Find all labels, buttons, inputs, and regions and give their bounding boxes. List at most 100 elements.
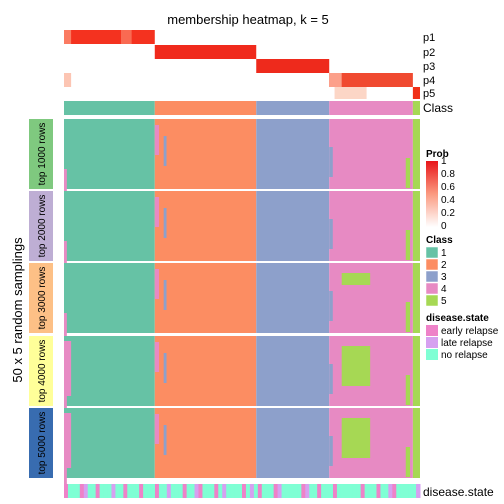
disease-cell bbox=[321, 484, 326, 498]
prob-row-p3-bg bbox=[64, 59, 420, 73]
group-1-class-2-block bbox=[154, 119, 257, 189]
prob-row-p4-edge bbox=[329, 73, 342, 87]
disease-cell bbox=[356, 484, 362, 498]
disease-cell bbox=[151, 484, 156, 498]
disease-cell bbox=[166, 484, 172, 498]
disease-cell bbox=[174, 484, 180, 498]
disease-cell bbox=[416, 484, 421, 498]
class-legend-swatch-5 bbox=[425, 294, 439, 307]
group-label-4: top 4000 rows bbox=[37, 340, 48, 403]
class-legend-label-2: 2 bbox=[441, 260, 447, 271]
disease-cell bbox=[329, 484, 334, 498]
disease-cell bbox=[79, 484, 85, 498]
prob-row-label-p2: p2 bbox=[423, 47, 435, 59]
prob-row-p5-bg bbox=[64, 87, 420, 99]
disease-cell bbox=[194, 484, 199, 498]
disease-cell bbox=[340, 484, 346, 498]
class-row: Class bbox=[64, 101, 453, 115]
disease-cell bbox=[222, 484, 227, 498]
disease-cell bbox=[396, 484, 401, 498]
group-bar-3 bbox=[29, 263, 53, 333]
prob-legend-tick: 1 bbox=[441, 156, 447, 167]
disease-cell bbox=[265, 484, 271, 498]
disease-cell bbox=[289, 484, 294, 498]
group-label-5: top 5000 rows bbox=[37, 412, 48, 475]
legends: Prob10.80.60.40.20Class12345disease.stat… bbox=[425, 149, 499, 361]
group-5-class4-edge bbox=[64, 413, 72, 468]
prob-legend-tick: 0 bbox=[441, 221, 447, 232]
group-5-noise-0 bbox=[154, 414, 160, 444]
group-bar-2 bbox=[29, 191, 53, 261]
group-4-noise-4 bbox=[64, 386, 67, 416]
disease-cell bbox=[230, 484, 235, 498]
disease-cell bbox=[234, 484, 239, 498]
prob-row-label-p4: p4 bbox=[423, 75, 435, 87]
disease-cell bbox=[147, 484, 152, 498]
disease-cell bbox=[261, 484, 267, 498]
disease-cell bbox=[301, 484, 306, 498]
group-4-noise-3 bbox=[405, 375, 411, 405]
prob-row-p3-cell bbox=[256, 59, 330, 73]
disease-cell bbox=[336, 484, 342, 498]
disease-cell bbox=[182, 484, 188, 498]
y-axis-label: 50 x 5 random samplings bbox=[10, 237, 25, 383]
group-2-noise-1 bbox=[163, 208, 167, 238]
group-4-noise-1 bbox=[163, 353, 167, 383]
group-4-class4-edge bbox=[64, 341, 72, 396]
disease-cell bbox=[309, 484, 314, 498]
disease-cell bbox=[348, 484, 354, 498]
group-1-class-1-block bbox=[64, 119, 155, 189]
chart-title: membership heatmap, k = 5 bbox=[167, 12, 329, 27]
disease-cell bbox=[123, 484, 128, 498]
disease-cell bbox=[154, 484, 160, 498]
prob-row-p4-cell bbox=[329, 73, 413, 87]
group-3-class-3-block bbox=[256, 263, 330, 333]
group-3-noise-0 bbox=[154, 269, 160, 299]
group-4-class5-patch bbox=[341, 346, 371, 386]
disease-legend-swatch-3 bbox=[426, 349, 438, 360]
disease-cell bbox=[344, 484, 350, 498]
group-3-class-2-block bbox=[154, 263, 257, 333]
disease-cell bbox=[218, 484, 223, 498]
class-cell-5 bbox=[412, 101, 420, 115]
group-5-class5-patch bbox=[341, 418, 371, 458]
prob-legend-tick: 0.2 bbox=[441, 208, 455, 219]
sampling-groups: top 1000 rows top 2000 rows top 3000 rows t… bbox=[29, 119, 420, 488]
class-row-label: Class bbox=[423, 101, 453, 115]
group-3-noise-2 bbox=[329, 291, 333, 321]
disease-cell bbox=[99, 484, 105, 498]
class-legend-swatch-3 bbox=[425, 270, 439, 283]
class-legend-label-4: 4 bbox=[441, 284, 447, 295]
group-1-class-5-block bbox=[412, 119, 420, 189]
disease-cell bbox=[380, 484, 385, 498]
disease-cell bbox=[71, 484, 77, 498]
group-4-class-3-block bbox=[256, 336, 330, 406]
disease-cell bbox=[111, 484, 116, 498]
disease-cell bbox=[384, 484, 389, 498]
prob-row-p4-left bbox=[64, 73, 72, 87]
disease-cell bbox=[75, 484, 81, 498]
disease-cell bbox=[206, 484, 211, 498]
class-cell-1 bbox=[64, 101, 155, 115]
group-2-noise-3 bbox=[405, 230, 411, 260]
disease-legend-label-1: early relapse bbox=[441, 326, 499, 337]
class-cell-2 bbox=[154, 101, 257, 115]
group-5-noise-1 bbox=[163, 425, 167, 455]
class-legend-swatch-4 bbox=[425, 282, 439, 295]
disease-cell bbox=[186, 484, 192, 498]
disease-legend-swatch-2 bbox=[426, 337, 438, 348]
prob-legend-tick: 0.6 bbox=[441, 182, 455, 193]
group-3-class-5-block bbox=[412, 263, 420, 333]
disease-cell bbox=[281, 484, 287, 498]
group-5-class-1-block bbox=[64, 408, 155, 478]
class-legend-swatch-2 bbox=[425, 258, 439, 271]
disease-cell bbox=[269, 484, 275, 498]
disease-cell bbox=[392, 484, 397, 498]
group-3-noise-1 bbox=[163, 280, 167, 310]
group-2-class-5-block bbox=[412, 191, 420, 261]
group-3-noise-4 bbox=[64, 313, 67, 343]
group-5-noise-4 bbox=[64, 458, 67, 488]
group-4-noise-0 bbox=[154, 342, 160, 372]
group-5-class-3-block bbox=[256, 408, 330, 478]
